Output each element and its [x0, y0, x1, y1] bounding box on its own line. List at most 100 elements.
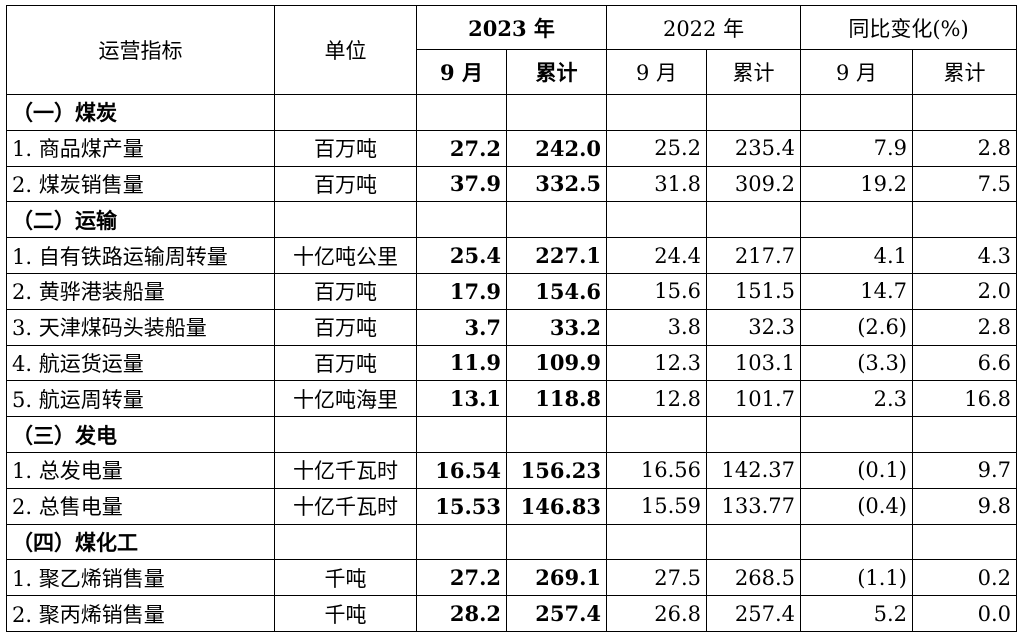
cell-label: 2. 聚丙烯销售量: [6, 595, 275, 632]
table-row: 1. 商品煤产量 百万吨 27.2 242.0 25.2 235.4 7.9 2.8: [6, 129, 1018, 167]
cell-unit: 十亿吨海里: [274, 380, 417, 418]
empty-cell: [505, 94, 608, 131]
yoy-change-header: 同比变化(%): [800, 5, 1018, 50]
empty-cell: [800, 201, 914, 239]
empty-cell: [274, 94, 417, 131]
cell-d: 257.4: [706, 595, 802, 632]
cell-e: 4.1: [800, 237, 914, 274]
empty-cell: [800, 523, 914, 561]
cell-unit: 百万吨: [274, 165, 417, 203]
section-label: （二）运输: [6, 201, 275, 239]
col-2023-cum: 累计: [505, 49, 608, 95]
empty-cell: [505, 523, 608, 561]
cell-e: 2.3: [800, 380, 914, 418]
cell-b: 242.0: [505, 129, 608, 167]
empty-cell: [274, 523, 417, 561]
cell-a: 37.9: [416, 165, 507, 203]
cell-b: 146.83: [505, 487, 608, 525]
section-label: （一）煤炭: [6, 94, 275, 131]
cell-c: 24.4: [606, 237, 708, 274]
cell-unit: 十亿千瓦时: [274, 487, 417, 525]
cell-unit: 十亿吨公里: [274, 237, 417, 274]
cell-a: 27.2: [416, 559, 507, 597]
cell-f: 2.8: [912, 308, 1018, 346]
cell-f: 16.8: [912, 380, 1018, 418]
empty-cell: [912, 416, 1018, 453]
cell-label: 1. 自有铁路运输周转量: [6, 237, 275, 274]
cell-a: 16.54: [416, 451, 507, 489]
empty-cell: [706, 94, 802, 131]
col-yoy-cum: 累计: [912, 49, 1018, 95]
cell-f: 2.8: [912, 129, 1018, 167]
col-2023-sep: 9 月: [416, 49, 507, 95]
cell-unit: 百万吨: [274, 308, 417, 346]
cell-c: 16.56: [606, 451, 708, 489]
empty-cell: [706, 523, 802, 561]
cell-b: 154.6: [505, 272, 608, 310]
col-2022-cum: 累计: [706, 49, 802, 95]
cell-f: 2.0: [912, 272, 1018, 310]
cell-d: 268.5: [706, 559, 802, 597]
table-row: 5. 航运周转量 十亿吨海里 13.1 118.8 12.8 101.7 2.3 16.8: [6, 380, 1018, 418]
col-2022-sep: 9 月: [606, 49, 708, 95]
table-row: 4. 航运货运量 百万吨 11.9 109.9 12.3 103.1 (3.3) 6.6: [6, 344, 1018, 382]
empty-cell: [416, 201, 507, 239]
cell-a: 15.53: [416, 487, 507, 525]
cell-e: 14.7: [800, 272, 914, 310]
cell-label: 5. 航运周转量: [6, 380, 275, 418]
empty-cell: [912, 94, 1018, 131]
cell-e: (3.3): [800, 344, 914, 382]
empty-cell: [416, 416, 507, 453]
cell-d: 32.3: [706, 308, 802, 346]
cell-e: (1.1): [800, 559, 914, 597]
table-body: （一）煤炭 1. 商品煤产量 百万吨 27.2 242.0 25.2 235.4 7.9 2.8…: [6, 94, 1018, 632]
cell-unit: 千吨: [274, 559, 417, 597]
cell-label: 1. 总发电量: [6, 451, 275, 489]
cell-d: 133.77: [706, 487, 802, 525]
empty-cell: [706, 201, 802, 239]
cell-e: 19.2: [800, 165, 914, 203]
cell-f: 9.7: [912, 451, 1018, 489]
cell-d: 217.7: [706, 237, 802, 274]
empty-cell: [800, 94, 914, 131]
cell-f: 7.5: [912, 165, 1018, 203]
cell-d: 235.4: [706, 129, 802, 167]
empty-cell: [912, 201, 1018, 239]
table-row: 2. 聚丙烯销售量 千吨 28.2 257.4 26.8 257.4 5.2 0.0: [6, 595, 1018, 632]
cell-f: 4.3: [912, 237, 1018, 274]
cell-b: 269.1: [505, 559, 608, 597]
cell-a: 13.1: [416, 380, 507, 418]
cell-label: 3. 天津煤码头装船量: [6, 308, 275, 346]
empty-cell: [606, 416, 708, 453]
operating-indicators-table: 运营指标 单位 2023 年 2022 年 同比变化(%) 9 月 累计 9 月…: [6, 5, 1018, 632]
cell-e: (0.1): [800, 451, 914, 489]
section-row: （三）发电: [6, 416, 1018, 453]
cell-c: 26.8: [606, 595, 708, 632]
cell-label: 2. 总售电量: [6, 487, 275, 525]
table-row: 2. 煤炭销售量 百万吨 37.9 332.5 31.8 309.2 19.2 7.5: [6, 165, 1018, 203]
empty-cell: [606, 94, 708, 131]
cell-c: 12.3: [606, 344, 708, 382]
cell-unit: 十亿千瓦时: [274, 451, 417, 489]
empty-cell: [912, 523, 1018, 561]
cell-a: 11.9: [416, 344, 507, 382]
section-row: （四）煤化工: [6, 523, 1018, 561]
cell-d: 142.37: [706, 451, 802, 489]
empty-cell: [274, 416, 417, 453]
cell-a: 27.2: [416, 129, 507, 167]
cell-label: 1. 聚乙烯销售量: [6, 559, 275, 597]
cell-label: 2. 黄骅港装船量: [6, 272, 275, 310]
cell-d: 103.1: [706, 344, 802, 382]
cell-c: 3.8: [606, 308, 708, 346]
table-row: 2. 总售电量 十亿千瓦时 15.53 146.83 15.59 133.77 (0.4) 9…: [6, 487, 1018, 525]
section-label: （三）发电: [6, 416, 275, 453]
cell-d: 309.2: [706, 165, 802, 203]
cell-b: 227.1: [505, 237, 608, 274]
cell-c: 25.2: [606, 129, 708, 167]
cell-f: 9.8: [912, 487, 1018, 525]
cell-a: 3.7: [416, 308, 507, 346]
empty-cell: [274, 201, 417, 239]
cell-e: 5.2: [800, 595, 914, 632]
table-row: 1. 聚乙烯销售量 千吨 27.2 269.1 27.5 268.5 (1.1) 0.2: [6, 559, 1018, 597]
cell-f: 0.2: [912, 559, 1018, 597]
